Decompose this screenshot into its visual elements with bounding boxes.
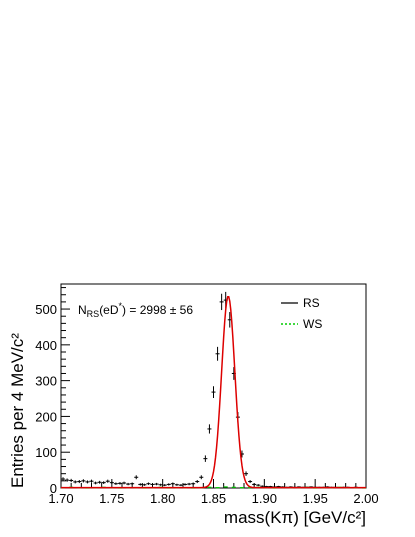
x-tick-label: 2.00 [353, 491, 378, 506]
y-tick-label: 500 [35, 302, 57, 317]
legend-ws-label: WS [303, 317, 322, 331]
rs-point [109, 481, 114, 485]
rs-point [170, 482, 175, 485]
rs-point [146, 482, 151, 485]
y-tick-label: 0 [50, 481, 57, 496]
rs-point [219, 293, 224, 311]
rs-point [138, 483, 143, 486]
yield-annotation: NRS(eD*) = 2998 ± 56 [78, 301, 193, 319]
rs-point [244, 471, 249, 476]
y-tick-label: 200 [35, 409, 57, 424]
rs-point [134, 475, 139, 480]
y-axis-title: Entries per 4 MeV/c² [8, 333, 27, 488]
fit-curve [61, 295, 366, 489]
rs-point [162, 484, 167, 487]
x-axis-ticks: 1.70 1.75 1.80 1.85 1.90 1.95 2.00 [48, 479, 379, 506]
x-tick-label: 1.90 [252, 491, 277, 506]
rs-point [93, 481, 98, 485]
x-tick-label: 1.95 [303, 491, 328, 506]
rs-point [69, 478, 74, 483]
rs-point [191, 482, 196, 485]
rs-point [105, 479, 110, 483]
rs-point [126, 482, 131, 486]
legend-rs-label: RS [303, 296, 320, 310]
y-tick-label: 400 [35, 338, 57, 353]
rs-point [101, 481, 106, 485]
rs-point [130, 482, 135, 485]
rs-point [158, 483, 163, 486]
rs-point [117, 482, 122, 485]
rs-point [178, 484, 183, 487]
rs-point [183, 483, 188, 486]
rs-point [199, 475, 204, 480]
rs-point [73, 480, 78, 484]
x-axis-title: mass(Kπ) [GeV/c²] [224, 508, 366, 527]
rs-point [252, 483, 257, 486]
rs-point [174, 483, 179, 486]
rs-point [113, 482, 118, 485]
rs-point [89, 479, 94, 483]
rs-point [187, 482, 192, 486]
y-tick-label: 100 [35, 445, 57, 460]
rs-point [85, 480, 90, 484]
x-tick-label: 1.75 [99, 491, 124, 506]
x-tick-label: 1.85 [201, 491, 226, 506]
rs-point [154, 482, 159, 486]
rs-point [260, 485, 265, 488]
x-tick-label: 1.70 [48, 491, 73, 506]
rs-point [203, 455, 208, 462]
rs-point [248, 480, 253, 484]
rs-point [207, 424, 212, 434]
rs-point [211, 386, 216, 398]
rs-point [81, 479, 86, 483]
legend: RS WS [281, 296, 322, 331]
x-tick-label: 1.80 [150, 491, 175, 506]
rs-point [97, 480, 102, 484]
rs-point [195, 480, 200, 484]
rs-point [61, 477, 66, 481]
rs-point [256, 484, 261, 487]
rs-point [77, 480, 82, 484]
rs-point [215, 346, 220, 361]
rs-point [122, 481, 127, 485]
rs-point [150, 483, 155, 486]
y-tick-label: 300 [35, 374, 57, 389]
rs-point [142, 483, 147, 486]
rs-point [65, 478, 70, 482]
y-axis-ticks: 0 100 200 300 400 500 [35, 287, 70, 496]
rs-point [166, 483, 171, 486]
